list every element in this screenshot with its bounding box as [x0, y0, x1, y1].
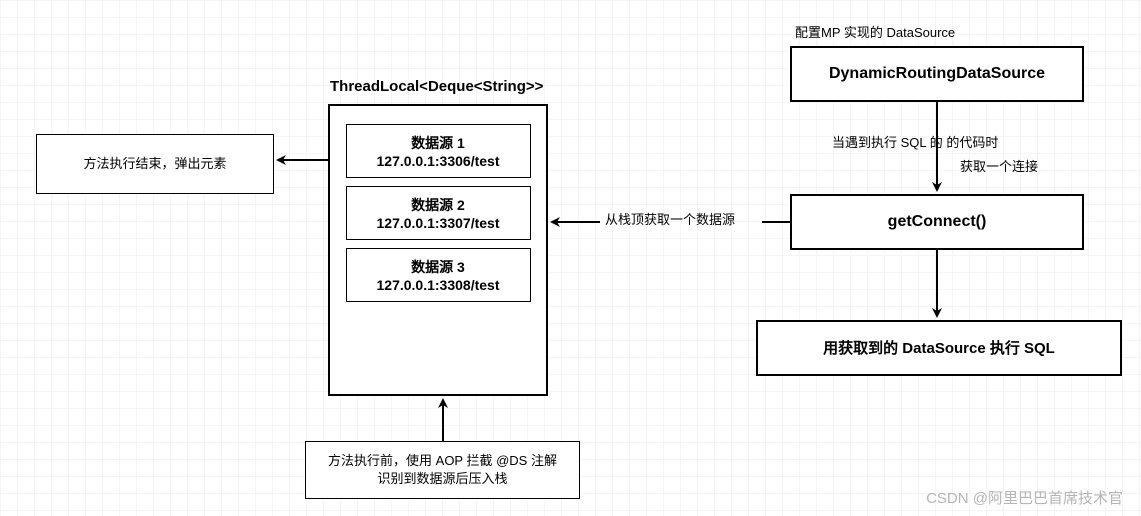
aop-intercept-line2: 识别到数据源后压入栈	[377, 470, 507, 488]
stack-container: 数据源 1 127.0.0.1:3306/test 数据源 2 127.0.0.…	[328, 104, 548, 396]
aop-intercept-line1: 方法执行前，使用 AOP 拦截 @DS 注解	[328, 452, 557, 470]
getconnect-label: getConnect()	[888, 211, 987, 233]
stack-item-3: 数据源 3 127.0.0.1:3308/test	[346, 248, 531, 302]
stack-item-1-detail: 127.0.0.1:3306/test	[347, 153, 530, 169]
edge-label-get-conn: 获取一个连接	[960, 156, 1038, 175]
getconnect-box: getConnect()	[790, 194, 1084, 250]
threadlocal-title: ThreadLocal<Deque<String>>	[330, 78, 543, 95]
stack-item-1-title: 数据源 1	[347, 133, 530, 153]
datasource-caption: 配置MP 实现的 DataSource	[795, 22, 955, 41]
stack-item-3-title: 数据源 3	[347, 257, 530, 277]
stack-item-2-detail: 127.0.0.1:3307/test	[347, 215, 530, 231]
stack-item-3-detail: 127.0.0.1:3308/test	[347, 277, 530, 293]
execute-sql-label: 用获取到的 DataSource 执行 SQL	[823, 338, 1055, 359]
stack-item-2-title: 数据源 2	[347, 195, 530, 215]
stack-item-1: 数据源 1 127.0.0.1:3306/test	[346, 124, 531, 178]
edge-label-pop-top: 从栈顶获取一个数据源	[605, 209, 735, 228]
pop-element-box: 方法执行结束，弹出元素	[36, 134, 274, 194]
dynamic-routing-label: DynamicRoutingDataSource	[829, 63, 1045, 85]
csdn-watermark: CSDN @阿里巴巴首席技术官	[926, 487, 1123, 508]
dynamic-routing-box: DynamicRoutingDataSource	[790, 46, 1084, 102]
edge-label-sql-code: 当遇到执行 SQL 的 的代码时	[832, 132, 998, 151]
execute-sql-box: 用获取到的 DataSource 执行 SQL	[756, 320, 1122, 376]
pop-element-label: 方法执行结束，弹出元素	[83, 155, 226, 173]
stack-item-2: 数据源 2 127.0.0.1:3307/test	[346, 186, 531, 240]
aop-intercept-box: 方法执行前，使用 AOP 拦截 @DS 注解 识别到数据源后压入栈	[305, 441, 580, 499]
